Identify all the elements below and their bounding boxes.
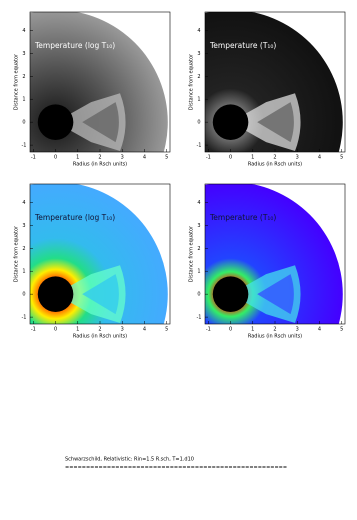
x-tick-label: -1 xyxy=(206,155,211,161)
y-tick-label: 4 xyxy=(197,200,200,206)
x-tick-label: -1 xyxy=(31,327,36,333)
x-tick-label: 4 xyxy=(143,155,146,161)
panel-title: Temperature (T₁₀) xyxy=(209,213,276,222)
x-tick-label: 0 xyxy=(54,155,57,161)
y-tick-label: 0 xyxy=(22,292,25,298)
x-tick-label: 3 xyxy=(121,155,124,161)
panel-title: Temperature (log T₁₀) xyxy=(34,41,115,50)
x-label: Radius (in Rsch units) xyxy=(248,334,302,340)
y-tick-label: -1 xyxy=(197,143,202,149)
x-tick-label: 4 xyxy=(143,327,146,333)
black-hole xyxy=(37,104,74,140)
black-hole xyxy=(37,276,74,312)
x-tick-label: 1 xyxy=(76,327,79,333)
x-tick-label: 5 xyxy=(165,155,168,161)
y-label: Distance from equator xyxy=(189,53,195,110)
y-label: Distance from equator xyxy=(189,225,195,282)
x-tick-label: 3 xyxy=(296,327,299,333)
y-label: Distance from equator xyxy=(14,225,20,282)
shock-inner xyxy=(257,102,294,143)
x-tick-label: 0 xyxy=(54,327,57,333)
x-tick-label: 2 xyxy=(98,155,101,161)
y-tick-label: 0 xyxy=(197,120,200,126)
y-tick-label: 1 xyxy=(197,269,200,275)
x-tick-label: 2 xyxy=(273,327,276,333)
x-tick-label: 3 xyxy=(121,327,124,333)
rule: ========================================… xyxy=(65,465,287,471)
y-tick-label: 0 xyxy=(22,120,25,126)
panel-title: Temperature (T₁₀) xyxy=(209,41,276,50)
y-tick-label: 3 xyxy=(22,51,25,57)
y-tick-label: -1 xyxy=(22,143,27,149)
y-tick-label: 3 xyxy=(197,51,200,57)
y-tick-label: 2 xyxy=(22,74,25,80)
y-tick-label: 0 xyxy=(197,292,200,298)
x-tick-label: -1 xyxy=(206,327,211,333)
x-tick-label: 5 xyxy=(340,155,343,161)
caption: Schwarzschild, Relativistic: Rin=1.5 R.s… xyxy=(65,457,194,463)
shock-inner xyxy=(82,274,119,315)
y-tick-label: 2 xyxy=(22,246,25,252)
x-tick-label: 1 xyxy=(251,327,254,333)
x-tick-label: -1 xyxy=(31,155,36,161)
shock-inner xyxy=(82,102,119,143)
x-label: Radius (in Rsch units) xyxy=(248,162,302,168)
x-label: Radius (in Rsch units) xyxy=(73,334,127,340)
y-tick-label: 2 xyxy=(197,74,200,80)
black-hole xyxy=(212,104,249,140)
y-tick-label: 1 xyxy=(197,97,200,103)
x-tick-label: 1 xyxy=(76,155,79,161)
panel-title: Temperature (log T₁₀) xyxy=(34,213,115,222)
y-tick-label: 1 xyxy=(22,97,25,103)
black-hole xyxy=(212,276,249,312)
x-tick-label: 2 xyxy=(98,327,101,333)
y-tick-label: 1 xyxy=(22,269,25,275)
image xyxy=(30,184,168,324)
y-tick-label: 3 xyxy=(22,223,25,229)
image xyxy=(205,184,343,324)
x-tick-label: 5 xyxy=(340,327,343,333)
y-tick-label: 3 xyxy=(197,223,200,229)
y-tick-label: -1 xyxy=(197,315,202,321)
x-tick-label: 4 xyxy=(318,327,321,333)
x-tick-label: 0 xyxy=(229,327,232,333)
image xyxy=(205,12,343,152)
x-tick-label: 2 xyxy=(273,155,276,161)
x-tick-label: 4 xyxy=(318,155,321,161)
x-tick-label: 5 xyxy=(165,327,168,333)
x-tick-label: 0 xyxy=(229,155,232,161)
y-tick-label: 4 xyxy=(22,200,25,206)
y-tick-label: 4 xyxy=(197,28,200,34)
x-tick-label: 1 xyxy=(251,155,254,161)
y-label: Distance from equator xyxy=(14,53,20,110)
x-label: Radius (in Rsch units) xyxy=(73,162,127,168)
y-tick-label: 4 xyxy=(22,28,25,34)
y-tick-label: -1 xyxy=(22,315,27,321)
shock-inner xyxy=(257,274,294,315)
image xyxy=(30,12,168,152)
y-tick-label: 2 xyxy=(197,246,200,252)
x-tick-label: 3 xyxy=(296,155,299,161)
